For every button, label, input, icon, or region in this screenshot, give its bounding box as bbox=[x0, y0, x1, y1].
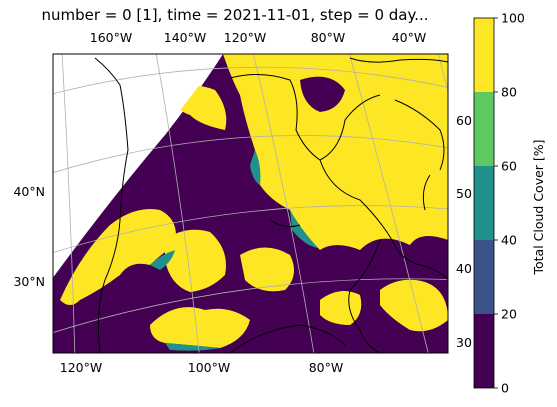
colorbar-tick-label: 0 bbox=[501, 381, 509, 396]
cloud-region-south bbox=[150, 307, 250, 348]
left-lat-label: 30°N bbox=[13, 274, 45, 289]
cloud-fringe-2 bbox=[150, 250, 175, 270]
bottom-lon-label: 80°W bbox=[309, 360, 344, 375]
cloud-fringe-1 bbox=[250, 150, 261, 185]
cloud-region-north bbox=[223, 54, 448, 250]
colorbar-segment bbox=[474, 166, 494, 240]
top-lon-label: 160°W bbox=[90, 30, 132, 45]
colorbar-tick-label: 20 bbox=[501, 307, 517, 322]
clear-region-north bbox=[300, 76, 345, 112]
top-lon-label: 120°W bbox=[224, 30, 266, 45]
cloud-region-west bbox=[165, 229, 226, 292]
colorbar-segment bbox=[474, 314, 494, 388]
top-lon-label: 40°W bbox=[392, 30, 427, 45]
colorbar-segment bbox=[474, 240, 494, 314]
cloud-region-atlantic bbox=[380, 279, 448, 332]
colorbar-label: Total Cloud Cover [%] bbox=[531, 139, 546, 275]
colorbar-frame bbox=[473, 17, 495, 389]
right-lat-label: 30 bbox=[456, 335, 472, 350]
colorbar: 0 20 40 60 80 100 bbox=[473, 11, 525, 396]
right-lat-label: 40 bbox=[456, 261, 472, 276]
cloud-region-central bbox=[240, 247, 294, 292]
top-lon-label: 80°W bbox=[311, 30, 346, 45]
cloud-region-rockies bbox=[60, 209, 176, 305]
map-frame bbox=[52, 53, 449, 354]
bottom-lon-label: 100°W bbox=[188, 360, 230, 375]
coastlines bbox=[94, 57, 448, 353]
left-lat-label: 40°N bbox=[13, 184, 45, 199]
plot-title: number = 0 [1], time = 2021-11-01, step … bbox=[41, 6, 429, 24]
colorbar-tick-label: 80 bbox=[501, 85, 517, 100]
colorbar-tick-label: 40 bbox=[501, 233, 517, 248]
top-lon-label: 140°W bbox=[164, 30, 206, 45]
right-lat-label: 60 bbox=[456, 113, 472, 128]
colorbar-segment bbox=[474, 92, 494, 166]
bottom-lon-label: 120°W bbox=[60, 360, 102, 375]
colorbar-segment bbox=[474, 18, 494, 92]
cloud-fringe-4 bbox=[165, 343, 220, 351]
map-area bbox=[53, 54, 448, 353]
cloud-region-gulf bbox=[320, 291, 362, 325]
colorbar-tick-label: 60 bbox=[501, 159, 517, 174]
cloud-fringe-3 bbox=[290, 210, 318, 248]
right-lat-label: 50 bbox=[456, 186, 472, 201]
colorbar-tick-label: 100 bbox=[501, 11, 525, 26]
graticule bbox=[53, 54, 448, 353]
